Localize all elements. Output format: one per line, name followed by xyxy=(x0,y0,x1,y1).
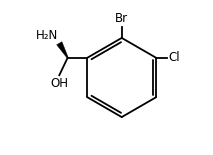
Text: Br: Br xyxy=(115,12,128,25)
Text: OH: OH xyxy=(50,77,68,90)
Polygon shape xyxy=(57,42,68,58)
Text: H₂N: H₂N xyxy=(36,29,58,42)
Text: Cl: Cl xyxy=(168,51,180,64)
